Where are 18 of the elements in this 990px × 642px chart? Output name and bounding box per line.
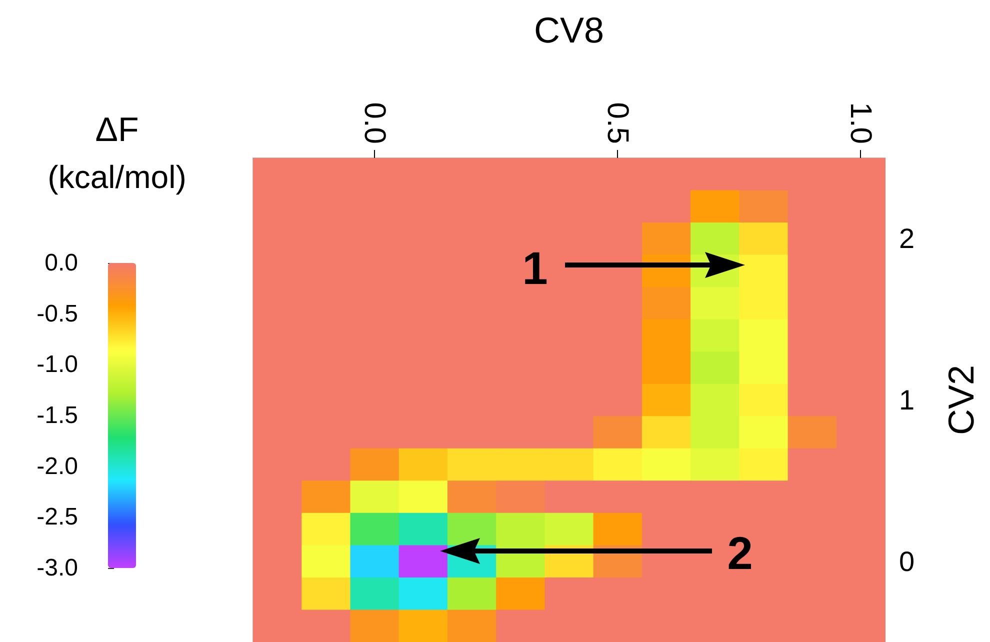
color-bar-label: -1.0 (36, 351, 78, 378)
annotation: 2 (727, 527, 753, 579)
annotation: 1 (522, 242, 548, 294)
y-tick-label: 2 (899, 223, 915, 254)
color-bar-label: 0.0 (44, 250, 78, 276)
x-axis-title: CV8 (534, 10, 604, 50)
color-bar-label: -2.0 (36, 452, 78, 480)
x-tick-label: 1.0 (844, 102, 878, 144)
color-bar-label: -0.5 (36, 300, 78, 328)
color-bar-label: -1.5 (36, 402, 78, 429)
color-bar-label: -2.5 (36, 504, 78, 531)
y-tick-label: 1 (899, 384, 915, 416)
y-axis-title: CV2 (940, 364, 982, 436)
color-bar-title: ΔF (kcal/mol) (48, 111, 186, 195)
color-bar-label: -3.0 (36, 554, 78, 582)
x-tick-label: 0.0 (358, 102, 392, 144)
y-tick-label: 0 (899, 546, 915, 577)
x-tick-label: 0.5 (601, 102, 634, 144)
